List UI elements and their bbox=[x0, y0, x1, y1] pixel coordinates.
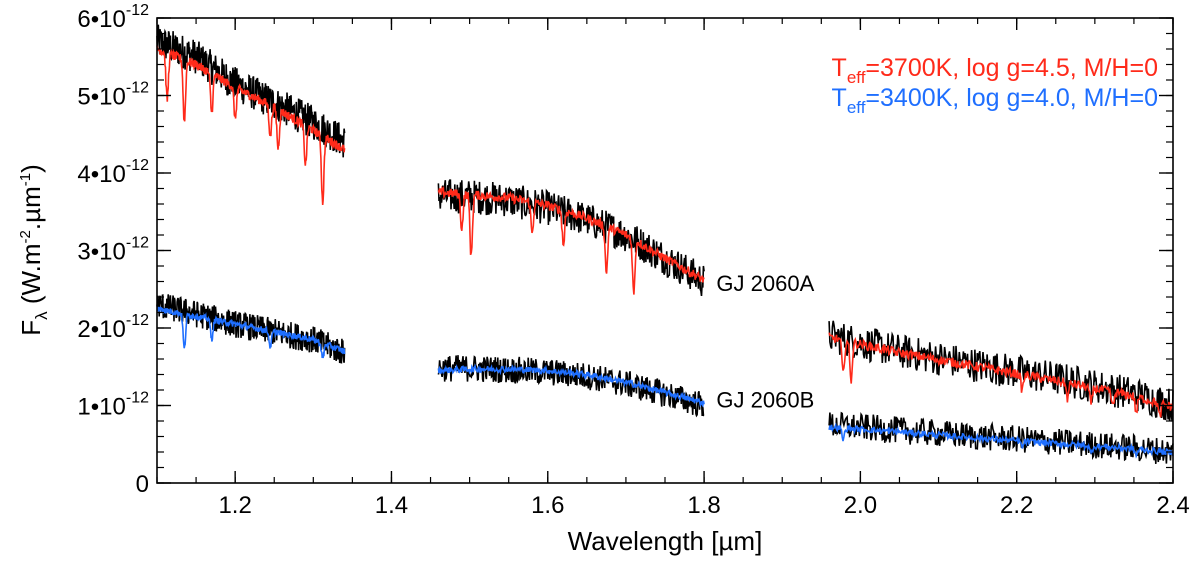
y-tick-label-0: 0 bbox=[136, 471, 149, 498]
axes-layer: 1.2 1.4 1.6 1.8 2.0 2.2 2.4 0 1•10-12 2•10-12 3•10… bbox=[77, 2, 1189, 519]
y-tick-label-1: 1•10-12 bbox=[77, 390, 149, 421]
y-tick-label-5: 5•10-12 bbox=[77, 80, 149, 111]
series-3 bbox=[156, 306, 1174, 459]
legend: Teff=3700K, log g=4.5, M/H=0 Teff=3400K,… bbox=[832, 54, 1158, 117]
y-title-pre: (W.m bbox=[16, 243, 46, 311]
series-3-segment-2 bbox=[828, 422, 1174, 459]
x-tick-label-0: 1.2 bbox=[218, 492, 251, 519]
series-1-segment-1 bbox=[437, 185, 705, 295]
legend-entry-0-text: =3700K, log g=4.5, M/H=0 bbox=[865, 54, 1158, 82]
legend-entry-1-sub: eff bbox=[847, 98, 866, 117]
series-2 bbox=[156, 294, 1174, 464]
svg-text:Fλ (W.m-2.µm-1): Fλ (W.m-2.µm-1) bbox=[16, 164, 51, 336]
series-0-segment-2 bbox=[828, 320, 1174, 422]
y-tick-label-4: 4•10-12 bbox=[77, 157, 149, 188]
series-2-segment-1 bbox=[437, 355, 705, 418]
legend-entry-0-prefix: T bbox=[832, 54, 847, 82]
series-0 bbox=[156, 24, 1174, 422]
x-tick-label-6: 2.4 bbox=[1156, 492, 1189, 519]
y-title-main: F bbox=[16, 320, 46, 336]
x-tick-label-4: 2.0 bbox=[844, 492, 877, 519]
annotation-gj2060b: GJ 2060B bbox=[716, 387, 814, 412]
y-title-exp1: -2 bbox=[17, 230, 34, 243]
y-tick-label-6: 6•10-12 bbox=[77, 2, 149, 33]
y-title-exp2: -1 bbox=[17, 173, 34, 186]
series-layer bbox=[156, 24, 1174, 464]
series-3-segment-1 bbox=[437, 363, 705, 408]
y-title-mid: .µm bbox=[16, 186, 46, 230]
series-0-segment-1 bbox=[437, 179, 705, 296]
annotation-gj2060a: GJ 2060A bbox=[716, 271, 814, 296]
series-2-segment-2 bbox=[828, 411, 1174, 464]
series-1-segment-2 bbox=[828, 332, 1174, 418]
x-tick-label-5: 2.2 bbox=[1000, 492, 1033, 519]
series-3-segment-0 bbox=[156, 306, 346, 359]
legend-entry-1: Teff=3400K, log g=4.0, M/H=0 bbox=[832, 84, 1158, 117]
y-title-post: ) bbox=[16, 164, 46, 173]
y-tick-label-2: 2•10-12 bbox=[77, 312, 149, 343]
x-tick-label-3: 1.8 bbox=[687, 492, 720, 519]
series-0-segment-0 bbox=[156, 24, 346, 158]
x-axis-title: Wavelength [µm] bbox=[568, 526, 763, 556]
y-axis-title: Fλ (W.m-2.µm-1) bbox=[16, 164, 51, 336]
legend-entry-1-prefix: T bbox=[832, 84, 847, 112]
series-1 bbox=[156, 45, 1174, 418]
x-tick-label-2: 1.6 bbox=[531, 492, 564, 519]
legend-entry-0-sub: eff bbox=[847, 68, 866, 87]
legend-entry-1-text: =3400K, log g=4.0, M/H=0 bbox=[865, 84, 1158, 112]
series-1-segment-0 bbox=[156, 45, 346, 205]
x-tick-label-1: 1.4 bbox=[375, 492, 408, 519]
y-tick-label-3: 3•10-12 bbox=[77, 235, 149, 266]
y-title-sub: λ bbox=[32, 311, 51, 320]
series-2-segment-0 bbox=[156, 294, 346, 364]
legend-entry-0: Teff=3700K, log g=4.5, M/H=0 bbox=[832, 54, 1158, 87]
